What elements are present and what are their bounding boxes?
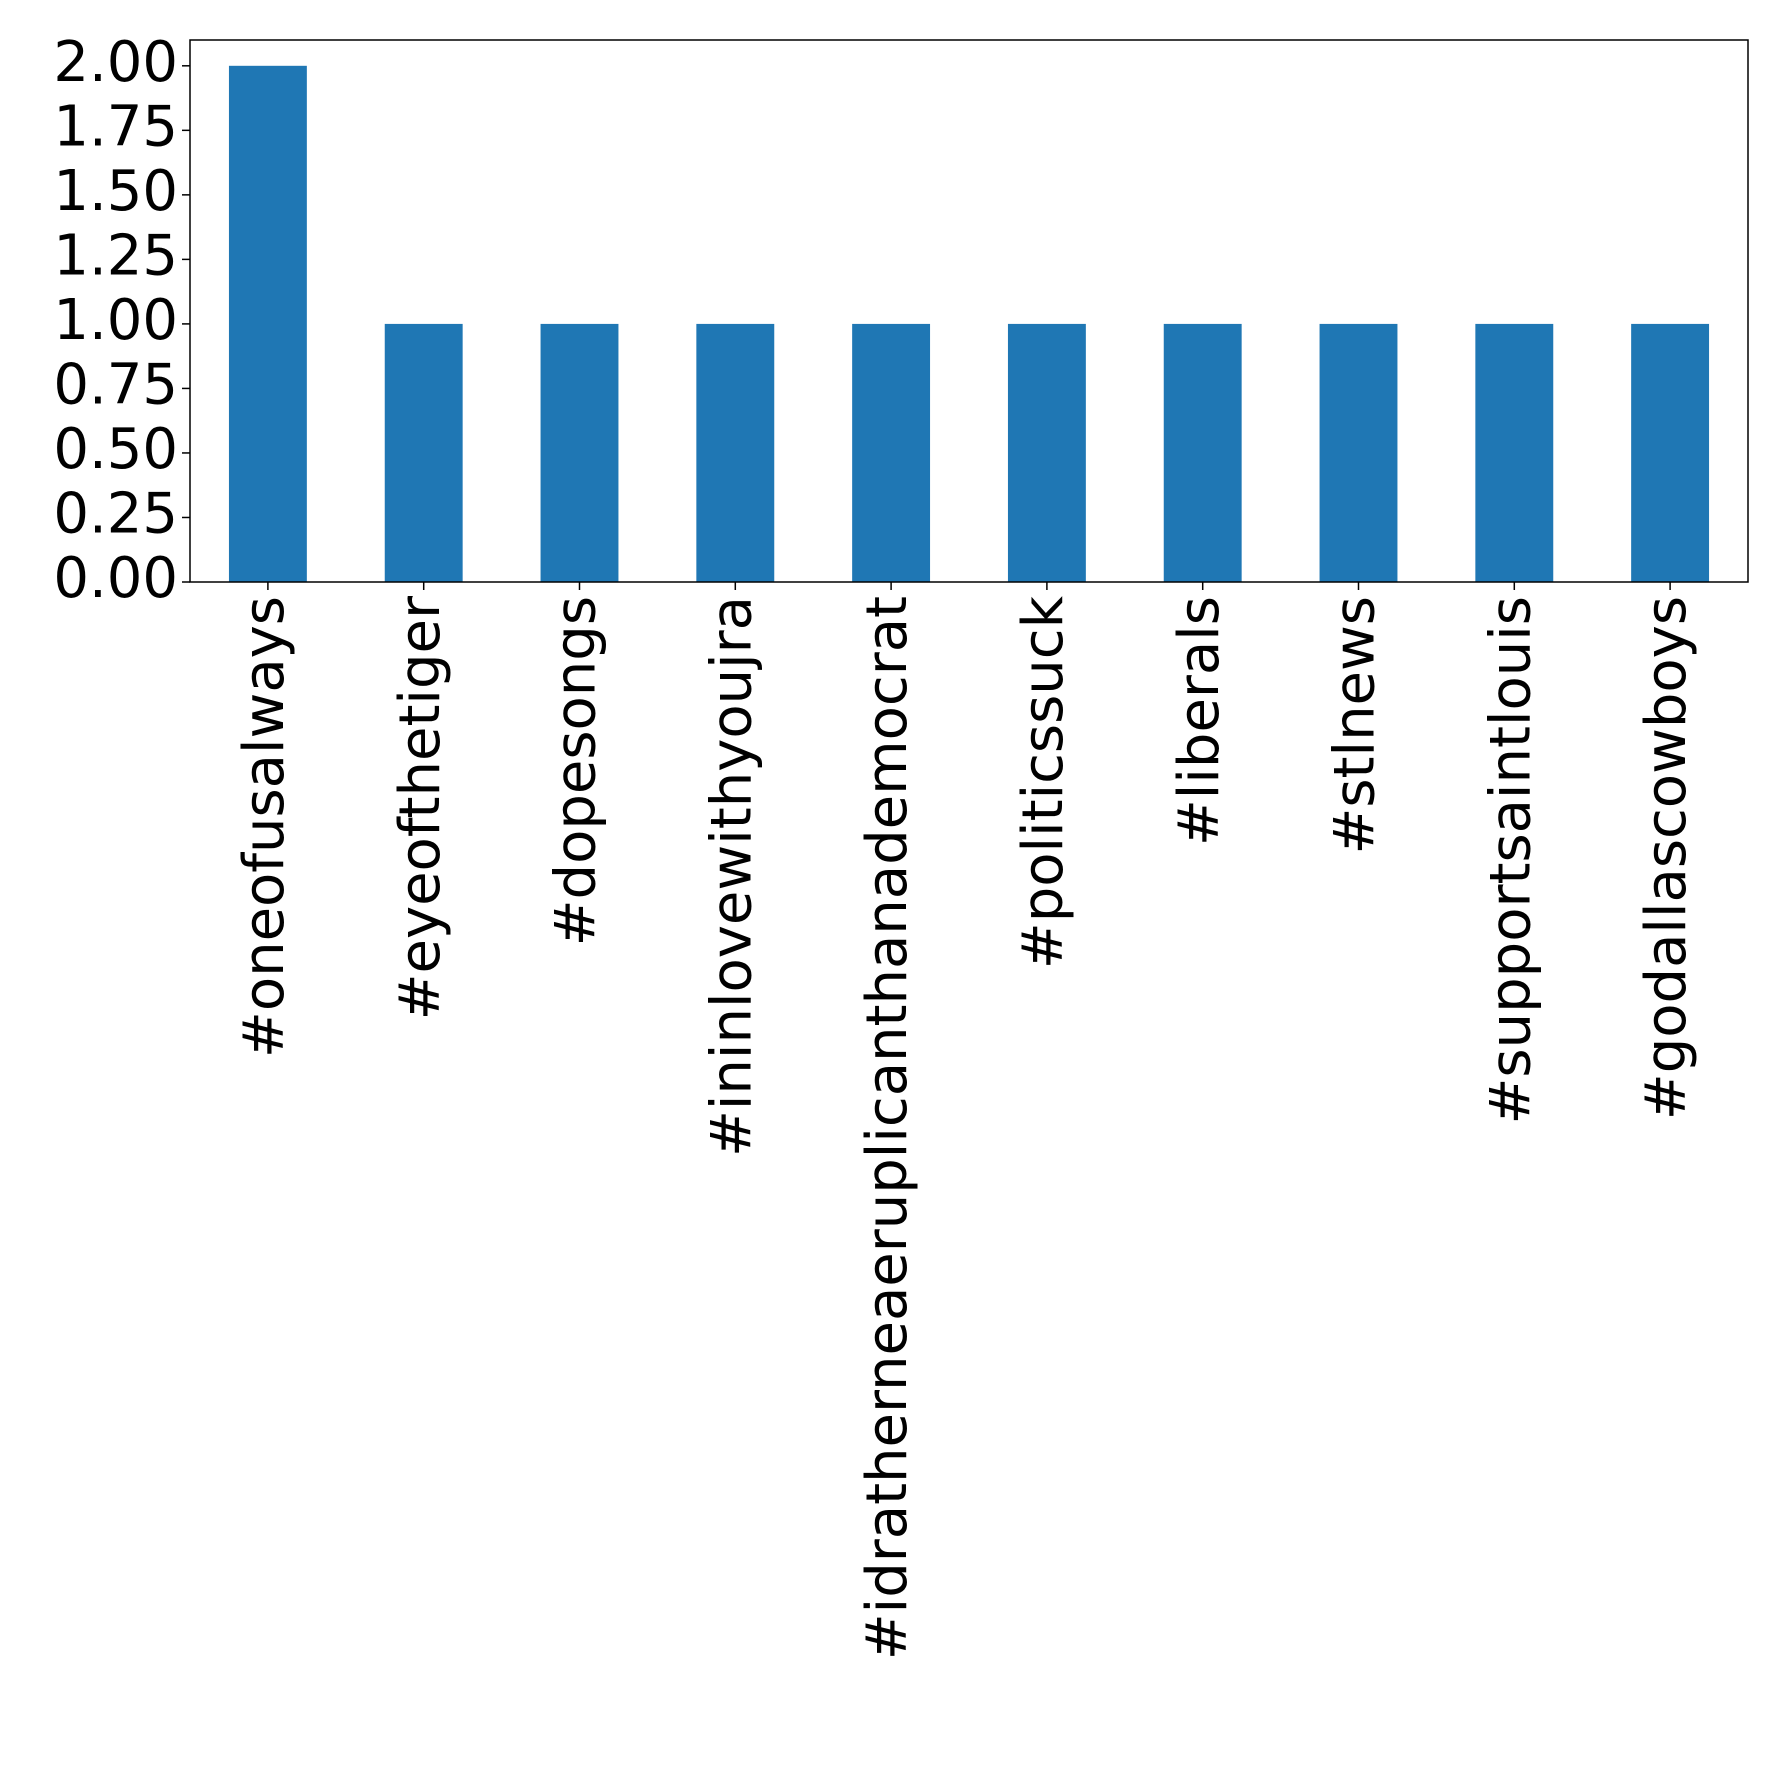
x-tick-label: #dopesongs: [544, 596, 609, 946]
bar-2: [540, 323, 619, 582]
plot-frame: [189, 39, 1749, 583]
x-tick-label: #liberals: [1167, 596, 1232, 846]
y-tick-label: 0.50: [53, 417, 178, 482]
bars-group: [228, 65, 1710, 583]
x-tick-label: #eyeofthetiger: [388, 595, 453, 1020]
y-tick-label: 0.00: [53, 546, 178, 611]
x-tick-label: #godallascowboys: [1634, 596, 1699, 1120]
bar-9: [1631, 323, 1710, 582]
bar-1: [384, 323, 463, 582]
y-axis: 0.000.250.500.751.001.251.501.752.00: [53, 30, 190, 611]
bar-4: [852, 323, 931, 582]
bar-0: [228, 65, 307, 583]
bar-7: [1319, 323, 1398, 582]
bar-5: [1007, 323, 1086, 582]
y-tick-label: 1.50: [53, 159, 178, 224]
y-tick-label: 0.25: [53, 482, 178, 547]
x-tick-label: #politicssuck: [1011, 595, 1076, 969]
y-tick-label: 1.25: [53, 224, 178, 289]
bar-3: [696, 323, 775, 582]
y-tick-label: 1.00: [53, 288, 178, 353]
bar-6: [1163, 323, 1242, 582]
x-tick-label: #ininlovewithyoujra: [699, 596, 764, 1157]
x-axis: #oneofusalways #eyeofthetiger #dopesongs #i…: [232, 582, 1699, 1660]
bar-8: [1475, 323, 1554, 582]
x-tick-label: #supportsaintlouis: [1478, 596, 1543, 1124]
x-tick-label: #stlnews: [1323, 596, 1388, 855]
x-tick-label: #idratherneaeruplicanthanademocrat: [855, 596, 920, 1660]
y-tick-label: 1.75: [53, 94, 178, 159]
x-tick-label: #oneofusalways: [232, 596, 297, 1058]
y-tick-label: 0.75: [53, 353, 178, 418]
y-tick-label: 2.00: [53, 30, 178, 95]
